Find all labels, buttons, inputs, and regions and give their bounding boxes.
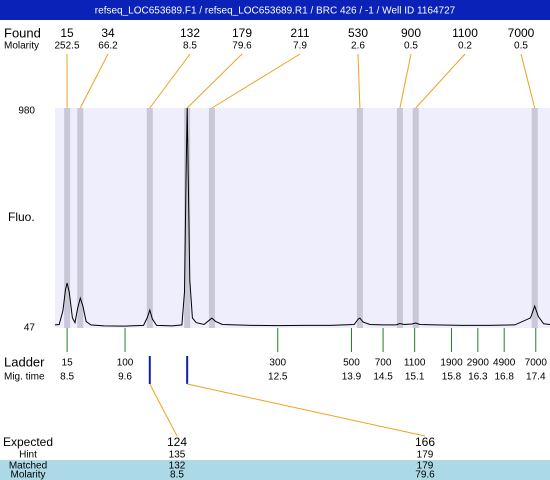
found-size: 211 — [290, 26, 309, 40]
plot-area — [55, 108, 550, 328]
found-molarity: 66.2 — [98, 41, 118, 52]
found-size: 530 — [348, 26, 368, 40]
ladder-time: 13.9 — [342, 372, 362, 383]
peak-band — [77, 108, 84, 328]
found-molarity: 0.2 — [458, 41, 472, 52]
expected-connector — [149, 383, 178, 437]
peak-connector — [211, 53, 301, 109]
expected-cell: 135 — [169, 450, 186, 461]
expected-row-label: Expected — [3, 435, 53, 449]
ladder-size: 500 — [343, 358, 360, 369]
found-molarity: 0.5 — [514, 41, 528, 52]
ladder-size: 2900 — [467, 358, 490, 369]
peak-connector — [520, 53, 536, 109]
peak-band — [412, 108, 419, 328]
found-molarity: 7.9 — [293, 41, 307, 52]
matched-band — [55, 460, 550, 480]
y-tick-label: 980 — [18, 106, 35, 117]
expected-cell: 179 — [417, 461, 434, 472]
title: refseq_LOC653689.F1 / refseq_LOC653689.R… — [95, 6, 456, 17]
found-molarity: 8.5 — [183, 41, 197, 52]
molarity-label: Molarity — [4, 41, 39, 52]
expected-cell: 79.6 — [415, 470, 435, 480]
expected-row-label: Hint — [19, 450, 37, 461]
ladder-size: 4900 — [493, 358, 516, 369]
y-label: Fluo. — [8, 210, 35, 224]
peak-connector — [79, 53, 109, 109]
found-label: Found — [4, 25, 41, 40]
peak-band — [396, 108, 403, 328]
expected-row-label: Matched — [9, 461, 47, 472]
ladder-time: 17.4 — [526, 372, 546, 383]
ladder-time: 9.6 — [118, 372, 132, 383]
ladder-size: 7000 — [525, 358, 548, 369]
ladder-time: 14.5 — [373, 372, 393, 383]
peak-band — [356, 108, 363, 328]
ladder-size: 1900 — [440, 358, 463, 369]
found-molarity: 79.6 — [232, 41, 252, 52]
peak-connector — [149, 53, 191, 109]
ladder-size: 100 — [117, 358, 134, 369]
found-molarity: 0.5 — [404, 41, 418, 52]
ladder-size: 700 — [375, 358, 392, 369]
peak-connector — [399, 53, 412, 109]
expected-cell: 179 — [417, 450, 434, 461]
found-size: 179 — [232, 26, 252, 40]
ladder-time: 16.8 — [494, 372, 514, 383]
expected-row-label: Molarity — [10, 470, 45, 480]
mig-time-label: Mig. time — [4, 372, 45, 383]
ladder-time: 16.3 — [468, 372, 488, 383]
title-bar — [0, 0, 550, 20]
ladder-size: 300 — [269, 358, 286, 369]
peak-band — [184, 108, 191, 328]
found-size: 34 — [101, 26, 115, 40]
ladder-size: 1100 — [404, 358, 426, 369]
found-molarity: 2.6 — [351, 41, 365, 52]
ladder-label: Ladder — [4, 354, 45, 369]
found-molarity: 252.5 — [54, 41, 79, 52]
expected-cell: 8.5 — [170, 470, 184, 480]
found-size: 1100 — [452, 26, 478, 40]
peak-connector — [415, 53, 466, 109]
ladder-time: 8.5 — [60, 372, 74, 383]
peak-band — [64, 108, 71, 328]
peak-connector — [357, 53, 361, 109]
trace — [54, 107, 550, 327]
found-size: 900 — [401, 26, 421, 40]
ladder-time: 15.1 — [405, 372, 425, 383]
peak-band — [208, 108, 215, 328]
found-size: 7000 — [508, 26, 535, 40]
expected-cell: 124 — [167, 435, 187, 449]
ladder-time: 12.5 — [268, 372, 288, 383]
y-tick-label: 47 — [24, 323, 36, 334]
peak-connector — [186, 53, 243, 109]
expected-cell: 166 — [415, 435, 435, 449]
matched-band-left — [0, 460, 55, 480]
ladder-time: 15.8 — [442, 372, 462, 383]
peak-band — [531, 108, 538, 328]
expected-cell: 132 — [169, 461, 186, 472]
expected-connector — [187, 383, 426, 437]
peak-band — [146, 108, 153, 328]
found-size: 132 — [180, 26, 200, 40]
found-size: 15 — [60, 26, 74, 40]
ladder-size: 15 — [62, 358, 74, 369]
